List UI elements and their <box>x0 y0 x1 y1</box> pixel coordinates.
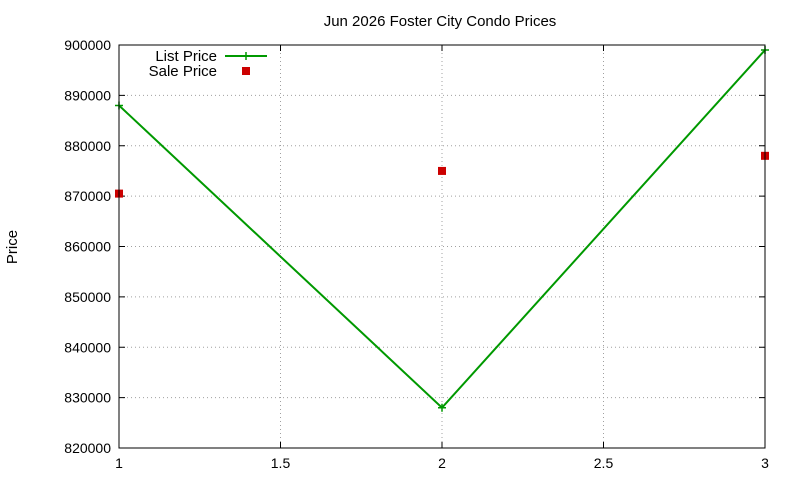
y-axis-label: Price <box>4 230 21 264</box>
y-tick-label: 820000 <box>64 440 111 456</box>
y-tick-label: 840000 <box>64 339 111 355</box>
x-tick-label: 3 <box>761 455 769 471</box>
y-tick-label: 850000 <box>64 289 111 305</box>
series-sale-price <box>115 151 769 198</box>
legend-label: Sale Price <box>149 63 217 80</box>
legend-marker <box>242 52 250 60</box>
y-tick-label: 890000 <box>64 87 111 103</box>
legend-marker <box>242 67 250 75</box>
chart-title: Jun 2026 Foster City Condo Prices <box>324 13 557 30</box>
tick-labels: 820000 830000 840000 850000 860000 870000 8800… <box>64 37 769 471</box>
series-list-price <box>115 46 769 412</box>
plot-frame <box>118 44 766 449</box>
y-tick-label: 860000 <box>64 239 111 255</box>
data-point <box>438 166 446 175</box>
y-tick-label: 870000 <box>64 188 111 204</box>
y-tick-label: 830000 <box>64 390 111 406</box>
series-line <box>118 49 766 410</box>
x-tick-label: 1.5 <box>271 455 291 471</box>
data-series <box>115 46 769 412</box>
data-point <box>438 403 446 412</box>
x-tick-label: 2.5 <box>594 455 614 471</box>
legend-label: List Price <box>155 48 217 65</box>
y-tick-label: 900000 <box>64 37 111 53</box>
x-tick-label: 2 <box>438 455 446 471</box>
y-tick-label: 880000 <box>64 138 111 154</box>
grid-lines <box>119 45 765 448</box>
x-tick-label: 1 <box>115 455 123 471</box>
